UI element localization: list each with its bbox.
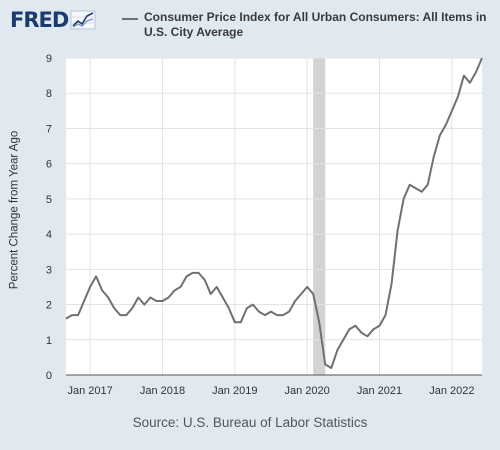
y-tick-label: 6 [46, 159, 52, 171]
data-point [228, 307, 230, 309]
y-tick-label: 0 [46, 370, 52, 382]
data-point [282, 314, 284, 316]
data-point [288, 311, 290, 313]
data-point [119, 314, 121, 316]
data-point [210, 293, 212, 295]
data-point [481, 57, 483, 59]
data-point [258, 311, 260, 313]
data-point [131, 307, 133, 309]
y-tick-label: 9 [46, 53, 52, 65]
data-point [101, 289, 103, 291]
data-point [403, 198, 405, 200]
data-point [167, 296, 169, 298]
data-point [155, 300, 157, 302]
data-point [433, 156, 435, 158]
data-point [360, 332, 362, 334]
data-point [415, 187, 417, 189]
data-point [198, 272, 200, 274]
recession-shading [313, 58, 326, 375]
data-point [143, 303, 145, 305]
data-point [77, 314, 79, 316]
data-point [173, 289, 175, 291]
legend-line-swatch [122, 18, 138, 20]
data-point [457, 96, 459, 98]
data-point [204, 279, 206, 281]
data-point [276, 314, 278, 316]
data-point [378, 325, 380, 327]
data-point [421, 191, 423, 193]
data-point [396, 229, 398, 231]
y-tick-label: 2 [46, 300, 52, 312]
data-point [463, 75, 465, 77]
data-point [234, 321, 236, 323]
data-point [342, 339, 344, 341]
data-point [300, 293, 302, 295]
data-point [294, 300, 296, 302]
data-point [475, 71, 477, 73]
data-point [113, 307, 115, 309]
data-point [222, 296, 224, 298]
y-tick-label: 8 [46, 88, 52, 100]
data-point [71, 314, 73, 316]
x-tick-label: Jan 2017 [67, 385, 112, 397]
data-point [409, 184, 411, 186]
x-tick-label: Jan 2022 [429, 385, 474, 397]
data-point [270, 311, 272, 313]
data-point [83, 300, 85, 302]
plot-area [66, 58, 482, 375]
data-point [445, 124, 447, 126]
data-point [179, 286, 181, 288]
data-point [427, 184, 429, 186]
data-point [65, 318, 67, 320]
data-point [366, 335, 368, 337]
data-point [252, 303, 254, 305]
data-point [95, 275, 97, 277]
data-point [451, 110, 453, 112]
data-point [125, 314, 127, 316]
data-point [161, 300, 163, 302]
data-point [89, 286, 91, 288]
y-tick-label: 3 [46, 264, 52, 276]
y-tick-label: 1 [46, 335, 52, 347]
series-line [65, 57, 483, 369]
data-point [384, 314, 386, 316]
legend-series-label[interactable]: Consumer Price Index for All Urban Consu… [144, 10, 487, 39]
data-point [264, 314, 266, 316]
trend-graph-icon [70, 10, 96, 30]
x-tick-label: Jan 2018 [140, 385, 185, 397]
chart-legend: Consumer Price Index for All Urban Consu… [122, 10, 492, 40]
data-point [240, 321, 242, 323]
x-tick-label: Jan 2021 [357, 385, 402, 397]
data-point [246, 307, 248, 309]
data-point [192, 272, 194, 274]
data-point [306, 286, 308, 288]
data-point [107, 296, 109, 298]
y-tick-label: 5 [46, 194, 52, 206]
data-point [318, 321, 320, 323]
data-point [216, 286, 218, 288]
data-point [330, 367, 332, 369]
x-tick-label: Jan 2019 [212, 385, 257, 397]
data-point [390, 282, 392, 284]
data-point [185, 275, 187, 277]
data-point [336, 349, 338, 351]
y-tick-label: 7 [46, 123, 52, 135]
data-point [312, 293, 314, 295]
data-point [372, 328, 374, 330]
data-point [469, 82, 471, 84]
data-point [324, 363, 326, 365]
source-note: Source: U.S. Bureau of Labor Statistics [132, 415, 368, 430]
fred-logo-text: FRED [10, 8, 69, 32]
data-point [439, 134, 441, 136]
x-tick-label: Jan 2020 [285, 385, 330, 397]
y-tick-label: 4 [46, 229, 52, 241]
data-point [354, 325, 356, 327]
data-point [149, 296, 151, 298]
fred-logo[interactable]: FRED [10, 8, 96, 32]
data-point [348, 328, 350, 330]
data-point [137, 296, 139, 298]
